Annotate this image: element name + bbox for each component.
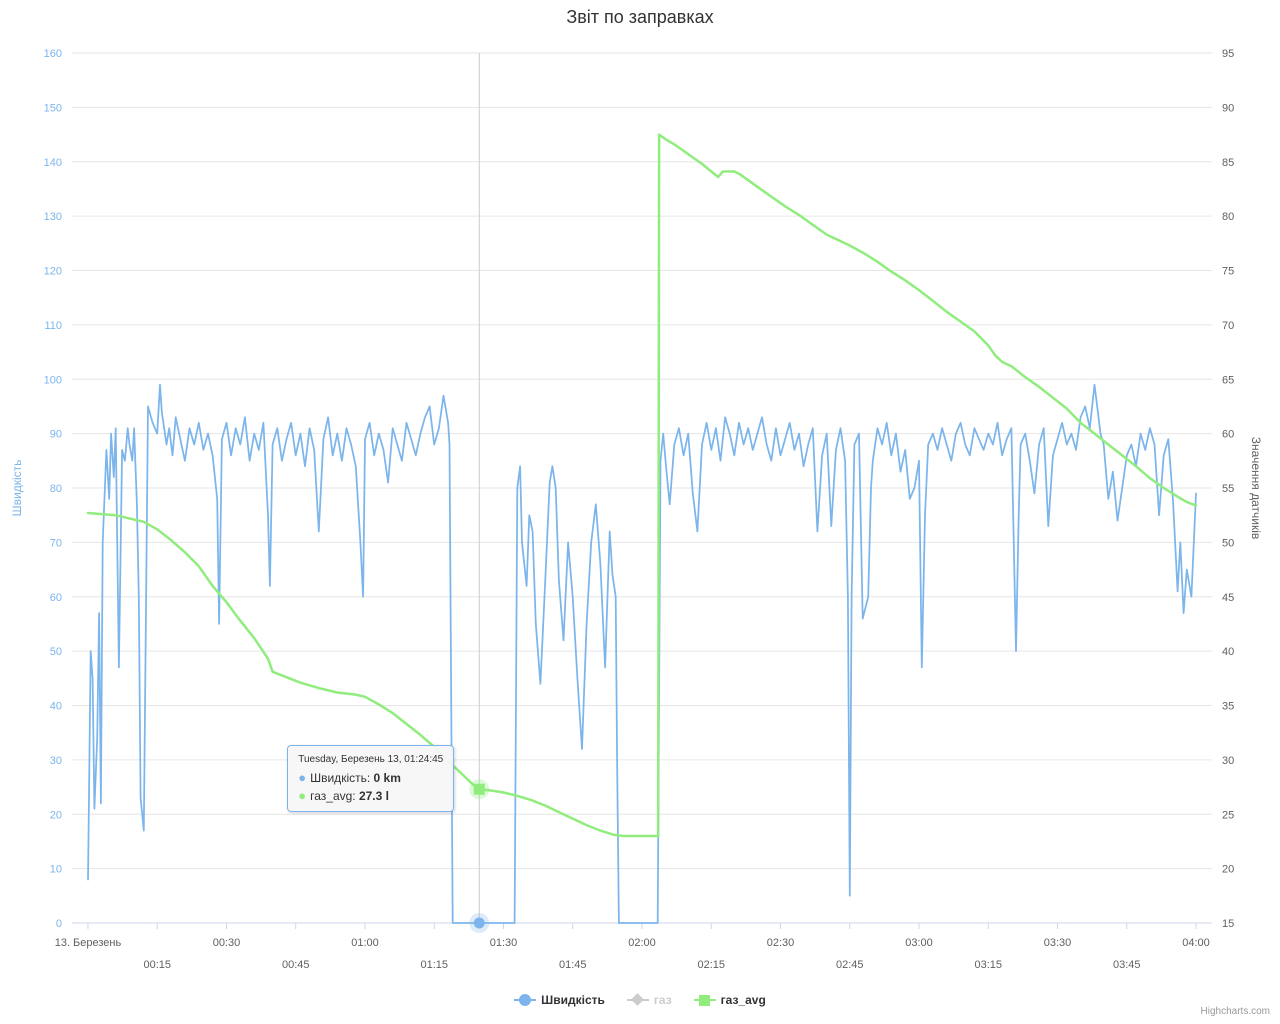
y-axis-right-label: 45 bbox=[1222, 592, 1234, 604]
y-axis-right-label: 50 bbox=[1222, 537, 1234, 549]
y-axis-left-label: 130 bbox=[44, 211, 62, 223]
square-marker-icon bbox=[693, 993, 716, 1007]
y-axis-right-label: 20 bbox=[1222, 864, 1234, 876]
y-axis-left-label: 140 bbox=[44, 157, 62, 169]
x-axis-label: 02:00 bbox=[628, 937, 656, 949]
y-axis-right-label: 75 bbox=[1222, 266, 1234, 278]
legend: Швидкість газ газ_avg bbox=[0, 993, 1280, 1007]
x-axis-label: 02:15 bbox=[697, 959, 725, 971]
y-axis-left-label: 0 bbox=[56, 918, 62, 930]
y-axis-right-label: 30 bbox=[1222, 755, 1234, 767]
legend-item-газ-avg[interactable]: газ_avg bbox=[693, 993, 766, 1007]
y-axis-right-labels: 15 20 25 30 35 40 45 50 55 60 65 70 75 80 85 90 95 bbox=[1222, 48, 1234, 930]
y-axis-left-title: Швидкість bbox=[10, 460, 24, 517]
y-axis-left-label: 110 bbox=[44, 320, 62, 332]
y-axis-left-label: 70 bbox=[50, 537, 62, 549]
y-axis-right-title: Значення датчиків bbox=[1249, 437, 1263, 539]
legend-label: газ_avg bbox=[720, 993, 766, 1007]
y-axis-right-label: 80 bbox=[1222, 211, 1234, 223]
y-axis-right-label: 90 bbox=[1222, 102, 1234, 114]
legend-label: Швидкість bbox=[541, 993, 605, 1007]
y-axis-right-label: 85 bbox=[1222, 157, 1234, 169]
legend-label: газ bbox=[653, 993, 672, 1007]
y-axis-left-label: 80 bbox=[50, 483, 62, 495]
x-axis-label: 01:15 bbox=[420, 959, 448, 971]
x-axis-label: 03:00 bbox=[905, 937, 933, 949]
x-axis-label: 04:00 bbox=[1182, 937, 1210, 949]
y-axis-left-label: 20 bbox=[50, 809, 62, 821]
y-axis-left-label: 100 bbox=[44, 374, 62, 386]
x-axis-label: 01:00 bbox=[351, 937, 379, 949]
chart-title: Звіт по заправках bbox=[566, 7, 714, 27]
x-axis-label: 00:45 bbox=[282, 959, 310, 971]
x-axis-label: 03:45 bbox=[1113, 959, 1141, 971]
diamond-marker-icon bbox=[626, 993, 649, 1007]
x-axis-label: 03:30 bbox=[1044, 937, 1072, 949]
y-axis-left-label: 50 bbox=[50, 646, 62, 658]
y-axis-right-label: 35 bbox=[1222, 701, 1234, 713]
y-axis-right-label: 70 bbox=[1222, 320, 1234, 332]
x-axis-label: 00:15 bbox=[143, 959, 171, 971]
y-axis-right-label: 60 bbox=[1222, 429, 1234, 441]
x-axis: 13. Березень 00:15 00:30 00:45 01:00 01:15 01:… bbox=[55, 922, 1212, 971]
y-axis-right-label: 95 bbox=[1222, 48, 1234, 60]
y-axis-right-label: 55 bbox=[1222, 483, 1234, 495]
y-axis-left-label: 40 bbox=[50, 701, 62, 713]
plot-area: 13. Березень 00:15 00:30 00:45 01:00 01:15 01:… bbox=[10, 48, 1263, 971]
y-axis-left-label: 120 bbox=[44, 266, 62, 278]
y-axis-right-label: 15 bbox=[1222, 918, 1234, 930]
x-axis-label: 01:30 bbox=[490, 937, 518, 949]
y-axis-left-label: 10 bbox=[50, 864, 62, 876]
x-axis-label: 01:45 bbox=[559, 959, 587, 971]
highcharts-credit-link[interactable]: Highcharts.com bbox=[1200, 1006, 1270, 1017]
legend-item-Швидкість[interactable]: Швидкість bbox=[514, 993, 605, 1007]
y-axis-left-label: 90 bbox=[50, 429, 62, 441]
circle-marker-icon bbox=[514, 993, 537, 1007]
y-axis-left-labels: 0 10 20 30 40 50 60 70 80 90 100 110 120 130 140 150 160 bbox=[44, 48, 62, 930]
x-axis-label: 00:30 bbox=[213, 937, 241, 949]
y-axis-right-label: 25 bbox=[1222, 809, 1234, 821]
hover-marker-speed[interactable] bbox=[473, 917, 485, 929]
x-axis-label: 03:15 bbox=[975, 959, 1003, 971]
legend-item-газ[interactable]: газ bbox=[626, 993, 672, 1007]
y-axis-left-label: 150 bbox=[44, 102, 62, 114]
y-axis-left-label: 60 bbox=[50, 592, 62, 604]
y-axis-left-label: 30 bbox=[50, 755, 62, 767]
x-axis-label: 02:30 bbox=[767, 937, 795, 949]
series-line-gas-avg[interactable] bbox=[86, 133, 1198, 838]
x-axis-label: 02:45 bbox=[836, 959, 864, 971]
hover-marker-gas-avg[interactable] bbox=[473, 783, 485, 795]
y-axis-right-label: 65 bbox=[1222, 374, 1234, 386]
y-axis-right-label: 40 bbox=[1222, 646, 1234, 658]
x-axis-label: 13. Березень bbox=[55, 937, 122, 949]
y-axis-left-label: 160 bbox=[44, 48, 62, 60]
